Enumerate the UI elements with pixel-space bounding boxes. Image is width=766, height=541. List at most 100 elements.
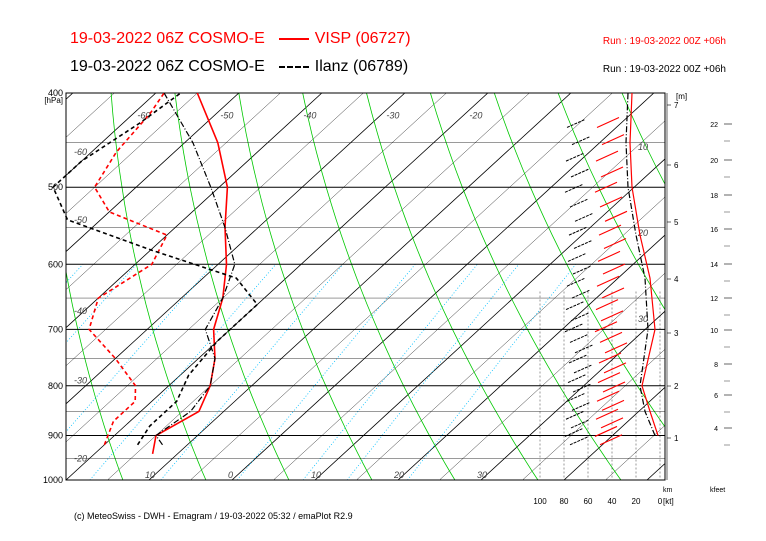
isotherm-label: -30 [386, 111, 399, 121]
isotherm-label: -20 [469, 111, 482, 121]
ilanz-wind-barb [565, 410, 585, 420]
kfeet-tick-label: 8 [714, 362, 718, 369]
pressure-tick-label: 1000 [43, 475, 63, 485]
pressure-tick-label: 600 [48, 259, 63, 269]
isotherm-side-label: -60 [74, 147, 87, 157]
title-visp-model: 19-03-2022 06Z COSMO-E [70, 30, 265, 47]
visp-upper-profile-line [629, 92, 659, 436]
visp-wind-barb [598, 224, 622, 236]
visp-wind-barb [600, 310, 624, 322]
legend-ilanz-line-icon [278, 65, 309, 68]
wind-speed-unit: [kt] [663, 497, 674, 506]
wind-inner-label: 20 [637, 228, 648, 238]
visp-wind-barb [601, 134, 625, 146]
visp-wind-barb [600, 417, 624, 429]
dry-adiabat [366, 93, 539, 480]
isotherm-line [480, 310, 665, 480]
visp-wind-barb [597, 372, 621, 384]
visp-wind-barb [596, 390, 620, 402]
isotherm-side-label: -50 [74, 215, 87, 225]
ilanz-wind-barb [564, 183, 584, 193]
isotherm-line [66, 93, 157, 176]
title-ilanz-model: 19-03-2022 06Z COSMO-E [70, 58, 265, 75]
isotherm-side-label: -30 [74, 375, 87, 385]
title-ilanz-station: Ilanz (06789) [314, 58, 409, 75]
dry-adiabat [110, 93, 207, 480]
ilanz-wind-barb [572, 265, 592, 275]
pressure-unit-label: [hPa] [44, 96, 63, 105]
ilanz-wind-barb [571, 289, 591, 299]
pressure-tick-label: 900 [48, 431, 63, 441]
isotherm-label: -60 [137, 111, 150, 121]
ilanz-wind-barb [567, 252, 587, 262]
visp-wind-barb [598, 352, 622, 364]
isotherm-side-label: -40 [74, 306, 87, 316]
isotherm-line [689, 93, 766, 480]
km-tick-label: 7 [674, 101, 679, 110]
visp-wind-barb [594, 321, 618, 333]
isotherm-bottom-label: 10 [311, 470, 321, 480]
isotherm-line [66, 93, 74, 100]
visp-wind-barb [604, 342, 628, 354]
ilanz-wind-barb [572, 383, 592, 393]
ilanz-wind-barb [573, 364, 593, 374]
isotherm-line [273, 120, 665, 480]
ilanz-wind-barb [574, 212, 594, 222]
mixing-ratio-line [407, 264, 577, 480]
isotherm-line [563, 386, 665, 480]
pressure-tick-label: 700 [48, 324, 63, 334]
wind-speed-tick-label: 40 [608, 497, 617, 506]
kfeet-tick-label: 14 [710, 262, 718, 269]
ilanz-wind-barb [574, 344, 594, 354]
isotherm-line [66, 93, 364, 367]
visp-dewpoint-line [88, 92, 169, 446]
pressure-tick-label: 800 [48, 381, 63, 391]
ilanz-wind-barb [566, 277, 586, 287]
isotherm-bottom-label: 0 [228, 470, 233, 480]
kfeet-tick-label: 16 [710, 227, 718, 234]
wind-speed-tick-label: 100 [533, 497, 547, 506]
km-tick-label: 3 [674, 329, 679, 338]
isotherm-line [66, 93, 323, 329]
ilanz-wind-barb [569, 198, 589, 208]
km-tick-label: 2 [674, 382, 679, 391]
isotherm-bottom-label: 20 [393, 470, 404, 480]
ilanz-wind-barb [570, 312, 590, 322]
visp-wind-barb [595, 408, 619, 420]
isotherm-line [522, 348, 665, 480]
isotherm-line [66, 93, 198, 214]
visp-wind-barb [604, 210, 628, 222]
visp-wind-barb [603, 237, 627, 249]
kfeet-tick-label: 10 [710, 328, 718, 335]
ilanz-wind-barb [566, 118, 586, 128]
ilanz-wind-barb [570, 168, 590, 178]
visp-wind-barb [599, 331, 623, 343]
ilanz-wind-barb [564, 427, 584, 437]
title-visp-station: VISP (06727) [314, 30, 411, 47]
dry-adiabat [0, 93, 40, 480]
km-tick-label: 4 [674, 275, 679, 284]
mixing-ratio-line [66, 264, 137, 344]
isotherm-line [397, 234, 665, 480]
ilanz-wind-barb [569, 333, 589, 343]
ilanz-wind-barb [569, 436, 589, 446]
ilanz-wind-barb [571, 136, 591, 146]
visp-wind-barb [599, 434, 623, 446]
mixing-ratio-line [160, 264, 344, 480]
visp-wind-barb [594, 181, 618, 193]
kfeet-tick-label: 20 [710, 158, 718, 165]
isotherm-line [231, 93, 655, 480]
kfeet-tick-label: 22 [710, 122, 718, 129]
isotherm-line [66, 93, 281, 290]
isotherm-line [66, 93, 240, 253]
visp-wind-barb [596, 116, 620, 128]
wind-speed-tick-label: 0 [658, 497, 663, 506]
visp-wind-barb [600, 166, 624, 178]
dry-adiabat [750, 93, 766, 480]
isotherm-line [730, 93, 766, 480]
ilanz-wind-barb [573, 240, 593, 249]
run-ilanz: Run : 19-03-2022 00Z +06h [602, 64, 726, 75]
wind-speed-tick-label: 80 [560, 497, 569, 506]
isotherm-line [605, 425, 665, 480]
ilanz-wind-barb [570, 419, 590, 429]
